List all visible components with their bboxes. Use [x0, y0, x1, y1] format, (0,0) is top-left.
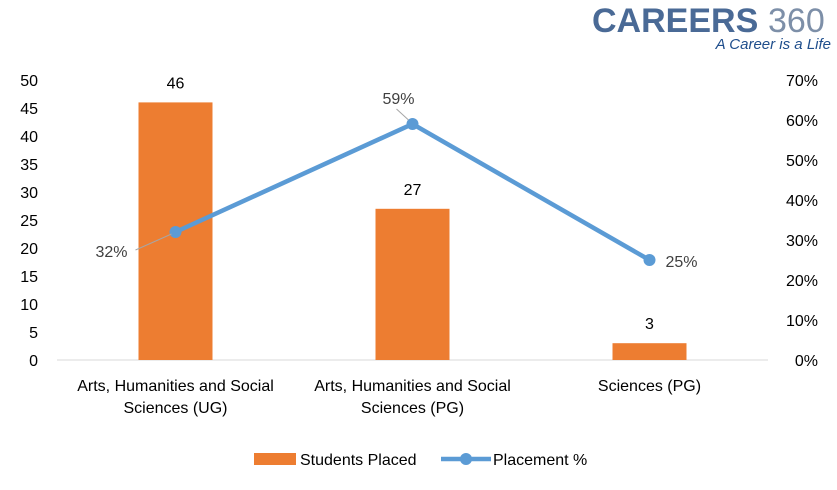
- y-right-tick-label: 30%: [786, 233, 818, 250]
- brand-number: 360: [768, 2, 825, 40]
- y-right-tick-label: 70%: [786, 73, 818, 90]
- y-right-tick-label: 20%: [786, 273, 818, 290]
- line-series: [169, 118, 656, 266]
- legend-label: Placement %: [493, 452, 587, 469]
- bar: [375, 208, 450, 360]
- x-category-label: Sciences (UG): [123, 400, 227, 417]
- leader-line: [135, 233, 172, 251]
- y-right-tick-label: 10%: [786, 313, 818, 330]
- x-category-label: Sciences (PG): [361, 400, 464, 417]
- y-left-tick-label: 15: [20, 269, 38, 286]
- leader-line: [396, 108, 409, 121]
- bar-value-label: 46: [167, 75, 185, 92]
- brand-logo: CAREERS 360 A Career is a Life: [592, 2, 831, 53]
- y-left-tick-label: 45: [20, 101, 38, 118]
- y-left-tick-label: 25: [20, 213, 38, 230]
- legend: Students Placed Placement %: [254, 452, 587, 469]
- y-left-tick-label: 0: [29, 353, 38, 370]
- line-value-label: 25%: [666, 254, 698, 271]
- y-right-tick-label: 0%: [795, 353, 818, 370]
- bar-series: [138, 102, 687, 361]
- brand-tagline: A Career is a Life: [715, 36, 831, 53]
- x-category-label: Arts, Humanities and Social: [314, 378, 511, 395]
- axes: 0 5 10 15 20 25 30 35 40 45 50 0% 10% 20% 30% 40% 50% 60%…: [20, 73, 818, 417]
- y-right-tick-label: 60%: [786, 113, 818, 130]
- y-left-tick-label: 30: [20, 185, 38, 202]
- y-left-tick-label: 10: [20, 297, 38, 314]
- line-value-label: 32%: [95, 244, 127, 261]
- y-left-tick-label: 20: [20, 241, 38, 258]
- y-left-tick-label: 50: [20, 73, 38, 90]
- line-point: [643, 254, 656, 266]
- bar: [612, 343, 687, 360]
- x-category-label: Arts, Humanities and Social: [77, 378, 274, 395]
- bar-value-label: 27: [404, 182, 422, 199]
- line-value-label: 59%: [382, 91, 414, 108]
- y-left-tick-label: 5: [29, 325, 38, 342]
- x-category-label: Sciences (PG): [598, 378, 701, 395]
- legend-label: Students Placed: [300, 452, 417, 469]
- legend-swatch-marker: [460, 453, 472, 465]
- bar-value-label: 3: [645, 316, 654, 333]
- line-point: [406, 118, 419, 130]
- line-point: [169, 226, 182, 238]
- y-right-tick-label: 50%: [786, 153, 818, 170]
- y-left-tick-label: 35: [20, 157, 38, 174]
- brand-name: CAREERS: [592, 2, 758, 40]
- y-left-tick-label: 40: [20, 129, 38, 146]
- data-labels: 46 27 3 32% 59% 25%: [95, 75, 697, 333]
- legend-swatch-bar: [254, 453, 296, 465]
- y-right-tick-label: 40%: [786, 193, 818, 210]
